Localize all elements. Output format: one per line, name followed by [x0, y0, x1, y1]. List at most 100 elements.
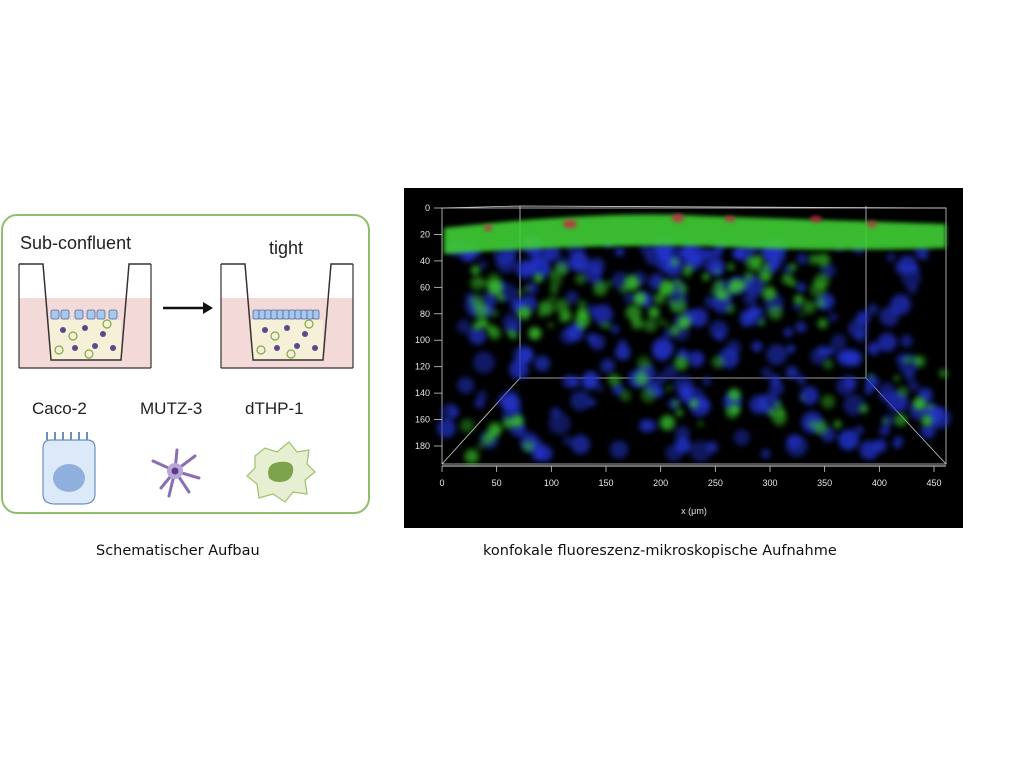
nucleus-blob	[573, 262, 582, 271]
green-signal-blob	[464, 449, 479, 464]
green-signal-blob	[894, 375, 900, 381]
nucleus-blob	[509, 359, 529, 380]
nucleus-blob	[570, 434, 591, 455]
green-signal-blob	[619, 389, 631, 402]
green-signal-blob	[821, 394, 835, 409]
nucleus-blob	[679, 242, 694, 257]
green-signal-blob	[673, 300, 687, 314]
green-signal-blob	[726, 285, 736, 294]
y-tick-label: 100	[415, 335, 430, 345]
green-signal-blob	[802, 300, 816, 314]
y-tick-label: 180	[415, 441, 430, 451]
green-signal-blob	[894, 413, 908, 427]
nucleus-blob	[766, 344, 788, 366]
green-signal-blob	[625, 304, 642, 321]
green-signal-blob	[481, 432, 495, 445]
nucleus-blob	[589, 334, 606, 351]
nucleus-blob	[879, 425, 890, 436]
green-signal-blob	[815, 298, 826, 308]
y-tick-label: 160	[415, 415, 430, 425]
green-signal-blob	[664, 322, 669, 327]
x-tick-label: 0	[439, 478, 444, 488]
x-tick-label: 400	[872, 478, 887, 488]
nucleus-blob	[877, 332, 897, 352]
nucleus-blob	[859, 440, 879, 460]
nucleus-blob	[810, 347, 828, 366]
green-signal-blob	[939, 369, 948, 378]
green-signal-blob	[774, 401, 782, 409]
green-signal-blob	[682, 267, 692, 278]
green-signal-blob	[676, 409, 683, 417]
nucleus-blob	[651, 342, 671, 362]
x-tick-label: 450	[926, 478, 941, 488]
nucleus-blob	[516, 260, 535, 279]
confocal-micrograph: 0 20 40 60 80 100 120 140 160 180 0 50 100 150 200 250…	[404, 188, 963, 528]
transwell-tight	[220, 263, 354, 369]
x-tick-label: 350	[817, 478, 832, 488]
green-signal-blob	[914, 355, 926, 368]
nucleus-blob	[456, 319, 472, 334]
green-signal-blob	[470, 265, 481, 275]
green-signal-blob	[517, 306, 531, 320]
x-tick-label: 100	[544, 478, 559, 488]
green-signal-blob	[833, 420, 842, 429]
green-signal-blob	[672, 400, 680, 408]
y-axis: 0 20 40 60 80 100 120 140 160 180	[415, 203, 442, 451]
nucleus-blob	[830, 333, 847, 350]
green-signal-blob	[548, 295, 556, 303]
green-signal-blob	[665, 385, 673, 392]
green-signal-blob	[763, 262, 770, 269]
green-signal-blob	[487, 273, 501, 287]
nucleus-blob	[761, 449, 771, 459]
mutz3-cell-icon	[151, 448, 201, 498]
green-signal-blob	[593, 281, 608, 296]
nucleus-blob	[592, 304, 613, 325]
nucleus-blob	[610, 324, 620, 334]
green-signal-blob	[648, 306, 660, 319]
nucleus-blob	[843, 375, 858, 390]
green-signal-blob	[697, 420, 704, 427]
nucleus-blob	[903, 369, 915, 381]
nucleus-blob	[562, 436, 573, 446]
x-tick-label: 300	[762, 478, 777, 488]
nucleus-blob	[825, 346, 835, 356]
green-signal-blob	[810, 260, 815, 265]
green-signal-blob	[522, 440, 535, 453]
green-signal-blob	[743, 271, 754, 282]
micrograph-svg: 0 20 40 60 80 100 120 140 160 180 0 50 100 150 200 250…	[415, 203, 951, 516]
caco2-cell-icon	[42, 432, 96, 505]
green-signal-blob	[549, 273, 563, 287]
green-signal-blob	[600, 322, 605, 328]
green-signal-blob	[511, 415, 524, 427]
nucleus-blob	[855, 425, 864, 435]
nucleus-blob	[761, 367, 772, 379]
x-tick-label: 50	[492, 478, 502, 488]
nucleus-blob	[517, 346, 534, 363]
y-tick-label: 0	[425, 203, 430, 213]
nucleus-blob	[896, 354, 906, 364]
green-signal-blob	[781, 273, 794, 285]
green-signal-blob	[921, 415, 933, 427]
nucleus-blob	[706, 441, 719, 453]
nucleus-blob	[595, 383, 604, 392]
green-signal-blob	[731, 404, 741, 414]
y-tick-label: 120	[415, 362, 430, 372]
green-signal-blob	[674, 356, 689, 371]
green-signal-blob	[460, 418, 475, 433]
green-signal-blob	[677, 316, 691, 329]
green-signal-blob	[800, 395, 805, 400]
green-signal-blob	[809, 253, 818, 263]
green-signal-blob	[677, 283, 688, 294]
nucleus-blob	[548, 412, 571, 435]
nucleus-blob	[678, 388, 694, 403]
green-signal-blob	[668, 299, 675, 306]
green-signal-blob	[532, 273, 543, 284]
green-signal-blob	[631, 317, 644, 330]
nucleus-blob	[639, 419, 653, 433]
green-signal-blob	[674, 279, 681, 286]
nucleus-blob	[437, 419, 456, 438]
nucleus-blob	[517, 425, 527, 435]
green-signal-blob	[497, 293, 505, 302]
caption-micrograph: konfokale fluoreszenz-mikroskopische Auf…	[483, 543, 837, 559]
x-axis-label: x (μm)	[681, 506, 707, 516]
